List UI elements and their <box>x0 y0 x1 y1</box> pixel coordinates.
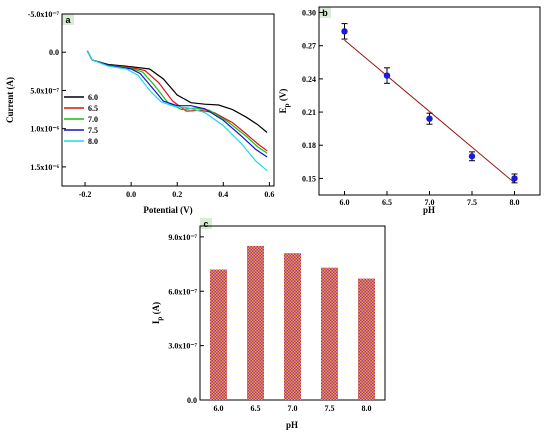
panel-b-frame <box>318 6 541 196</box>
panel-c-y-ticks: 0.0 3.0x10⁻⁷ 6.0x10⁻⁷ 9.0x10⁻⁷ <box>168 233 204 405</box>
panel-c-y-label-main: I <box>151 320 161 324</box>
panel-b-x-tick-label: 7.0 <box>425 198 435 207</box>
panel-b-y-label-unit: (V) <box>278 89 288 104</box>
panel-a-y-label: Current (A) <box>5 77 15 123</box>
panel-c-x-tick-label: 6.0 <box>214 404 224 413</box>
panel-c-label: c <box>203 219 208 229</box>
panel-c-bar <box>358 278 375 400</box>
panel-b-data-point <box>383 72 391 79</box>
panel-c-bar <box>284 253 301 400</box>
panel-a-series-line-7.5 <box>86 50 268 158</box>
panel-a-label-bg <box>62 14 74 25</box>
panel-a-x-tick-label: 0.2 <box>172 190 182 199</box>
panel-a-y-tick-label: 1.5x10⁻⁶ <box>30 163 59 172</box>
panel-c: c 6.0 6.5 7.0 7.5 8.0 0.0 3.0x10⁻⁷ 6.0x10⁻⁷ 9.0… <box>151 218 386 430</box>
panel-a-y-tick-label: 5.0x10⁻⁷ <box>30 86 59 95</box>
panel-b-data-point <box>426 115 433 122</box>
panel-b: b 6.0 6.5 7.0 7.5 8.0 0.150.180.210.240.270.… <box>278 6 541 215</box>
panel-a-y-tick-label: 1.0x10⁻⁶ <box>30 125 59 134</box>
panel-c-y-label: Ip (A) <box>151 302 164 324</box>
panel-a: a -0.2 0.0 0.2 0.4 0.6 -5.0x10⁻⁷ 0.0 5.0x10⁻⁷ 1… <box>5 10 275 215</box>
panel-c-x-tick-label: 7.0 <box>288 404 298 413</box>
panel-a-legend-label: 6.0 <box>88 93 98 102</box>
panel-a-y-tick-label: -5.0x10⁻⁷ <box>28 10 60 19</box>
panel-a-series <box>86 50 268 172</box>
panel-a-y-tick-label: 0.0 <box>49 48 59 57</box>
panel-a-series-line-8.0 <box>86 50 268 172</box>
panel-a-x-tick-label: 0.6 <box>264 190 274 199</box>
panel-b-y-tick-label: 0.24 <box>302 75 316 84</box>
panel-a-legend: 6.0 6.5 7.0 7.5 8.0 <box>64 93 98 146</box>
panel-b-data-point <box>468 153 476 160</box>
panel-b-y-label-sub: p <box>283 103 291 107</box>
panel-c-bars <box>210 245 375 400</box>
panel-b-y-tick-label: 0.30 <box>302 9 316 18</box>
panel-b-y-tick-label: 0.21 <box>302 108 316 117</box>
panel-b-x-tick-label: 6.0 <box>340 198 350 207</box>
panel-a-legend-label: 7.5 <box>88 126 98 135</box>
panel-c-bar <box>210 269 227 400</box>
panel-a-y-ticks: -5.0x10⁻⁷ 0.0 5.0x10⁻⁷ 1.0x10⁻⁶ 1.5x10⁻⁶ <box>28 10 66 172</box>
panel-b-data-point <box>341 28 348 35</box>
panel-c-x-label: pH <box>286 420 298 430</box>
panel-b-y-label: Ep (V) <box>278 89 291 114</box>
panel-a-x-label: Potential (V) <box>143 205 192 215</box>
panel-c-bar <box>321 267 338 400</box>
panel-b-y-tick-label: 0.15 <box>302 174 316 183</box>
panel-a-x-tick-label: -0.2 <box>79 190 92 199</box>
panel-b-x-tick-label: 8.0 <box>510 198 520 207</box>
panel-c-y-label-sub: p <box>156 317 164 321</box>
panel-a-legend-label: 7.0 <box>88 115 98 124</box>
panel-b-x-ticks: 6.0 6.5 7.0 7.5 8.0 <box>340 191 520 207</box>
panel-c-y-tick-label: 9.0x10⁻⁷ <box>168 233 197 242</box>
panel-a-frame <box>61 13 275 187</box>
panel-c-bar <box>247 245 264 400</box>
panel-a-legend-label: 6.5 <box>88 104 98 113</box>
panel-b-y-tick-label: 0.18 <box>302 141 316 150</box>
panel-b-label-bg <box>319 7 331 18</box>
panel-b-series <box>341 23 518 184</box>
panel-b-x-tick-label: 7.5 <box>467 198 477 207</box>
panel-c-label-bg <box>200 218 212 229</box>
panel-b-y-tick-label: 0.27 <box>302 42 316 51</box>
panel-a-series-line-6.0 <box>86 50 268 133</box>
panel-c-x-tick-label: 8.0 <box>362 404 372 413</box>
panel-c-y-tick-label: 3.0x10⁻⁷ <box>168 342 197 351</box>
panel-a-legend-label: 8.0 <box>88 137 98 146</box>
panel-b-data-point <box>511 175 518 182</box>
panel-c-y-tick-label: 0.0 <box>187 396 197 405</box>
panel-b-y-ticks: 0.15 0.18 0.21 0.24 0.27 0.30 <box>302 9 323 183</box>
panel-a-x-tick-label: 0.0 <box>126 190 136 199</box>
panel-c-y-tick-label: 6.0x10⁻⁷ <box>168 287 197 296</box>
panel-b-x-tick-label: 6.5 <box>382 198 392 207</box>
panel-b-x-label: pH <box>423 205 435 215</box>
panel-a-label: a <box>65 15 71 25</box>
panel-a-x-tick-label: 0.4 <box>218 190 228 199</box>
panel-c-x-tick-label: 6.5 <box>251 404 261 413</box>
panel-b-fit-line <box>344 39 515 184</box>
panel-c-y-label-unit: (A) <box>151 302 161 317</box>
panel-b-y-label-main: E <box>278 107 288 113</box>
panel-b-label: b <box>322 8 328 18</box>
panel-a-x-ticks: -0.2 0.0 0.2 0.4 0.6 <box>79 182 274 199</box>
panel-c-x-tick-label: 7.5 <box>325 404 335 413</box>
